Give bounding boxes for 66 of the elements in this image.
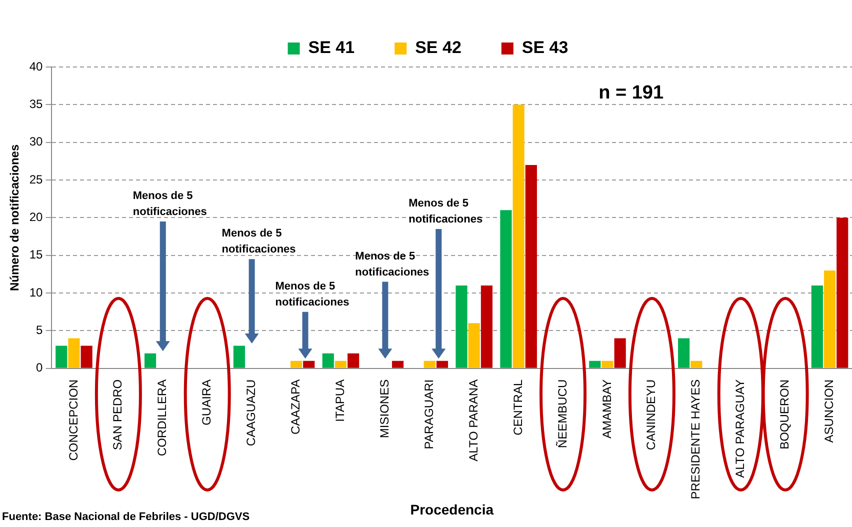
bar: [824, 270, 836, 368]
bar: [690, 360, 702, 368]
y-tick-label: 25: [29, 172, 44, 186]
x-tick-label: CONCEPCION: [66, 379, 80, 461]
x-tick-label: ÑEEMBUCU: [555, 379, 570, 448]
source-note: Fuente: Base Nacional de Febriles - UGD/DGVS: [2, 511, 250, 523]
annotation: Menos de 5 notificaciones: [355, 250, 430, 278]
x-tick-label: CAAZAPA: [288, 379, 303, 435]
bar: [56, 346, 68, 368]
x-tick-label: CANINDEYU: [644, 379, 658, 450]
x-tick-label: PRESIDENTE HAYES: [688, 379, 703, 500]
x-axis-title: Procedencia: [410, 501, 494, 518]
x-tick-label: AMAMBAY: [600, 379, 614, 439]
bar: [500, 210, 512, 368]
bar: [589, 360, 601, 368]
y-tick-label: 15: [29, 248, 44, 262]
x-tick-label: BOQUERON: [778, 379, 792, 450]
annotation: Menos de 5 notificaciones: [408, 198, 483, 226]
bar: [811, 286, 823, 368]
y-tick-label: 5: [36, 323, 44, 338]
y-tick-label: 20: [29, 210, 44, 224]
y-tick-label: 30: [29, 134, 44, 149]
x-tick-label: PARAGUARI: [422, 379, 436, 450]
bar: [480, 286, 492, 368]
bar: [436, 360, 448, 368]
annotation: Menos de 5 notificaciones: [222, 228, 296, 256]
bar: [512, 104, 524, 368]
legend-label: SE 43: [522, 38, 568, 58]
bar: [233, 346, 246, 368]
bar: [80, 346, 92, 368]
legend-label: SE 42: [415, 38, 462, 58]
x-tick-label: GUAIRA: [200, 379, 214, 426]
bar: [456, 286, 468, 368]
y-tick-label: 10: [29, 285, 44, 300]
bar: [678, 338, 690, 368]
bar: [424, 360, 436, 368]
x-tick-label: SAN PEDRO: [110, 379, 125, 450]
x-tick-label: CORDILLERA: [155, 379, 170, 456]
bar: [468, 323, 480, 368]
x-tick-label: ITAPUA: [333, 379, 348, 422]
x-tick-label: ALTO PARANA: [466, 379, 480, 462]
x-tick-label: MISIONES: [378, 379, 392, 438]
bar: [602, 360, 614, 368]
bar: [68, 338, 80, 368]
x-tick-label: ASUNCION: [822, 379, 836, 443]
annotation: n = 191: [598, 82, 664, 104]
bar: [525, 164, 537, 368]
bar: [322, 353, 334, 368]
bar: [348, 353, 360, 368]
bar: [836, 218, 848, 368]
x-tick-label: ALTO PARAGUAY: [733, 379, 748, 478]
bar: [290, 360, 302, 368]
annotation: Menos de 5 notificaciones: [132, 190, 207, 218]
annotation: Menos de 5 notificaciones: [275, 280, 350, 308]
x-tick-label: CENTRAL: [510, 379, 525, 436]
y-tick-label: 40: [29, 59, 44, 74]
legend-label: SE 41: [308, 38, 355, 58]
y-tick-label: 35: [29, 96, 44, 111]
bar: [303, 360, 315, 368]
y-tick-label: 0: [36, 360, 44, 375]
x-tick-label: CAAGUAZU: [244, 379, 258, 446]
bar: [334, 360, 347, 368]
bar: [144, 353, 156, 368]
bar: [392, 360, 404, 368]
bar: [614, 338, 626, 368]
y-axis-title: Número de notificaciones: [8, 144, 22, 292]
